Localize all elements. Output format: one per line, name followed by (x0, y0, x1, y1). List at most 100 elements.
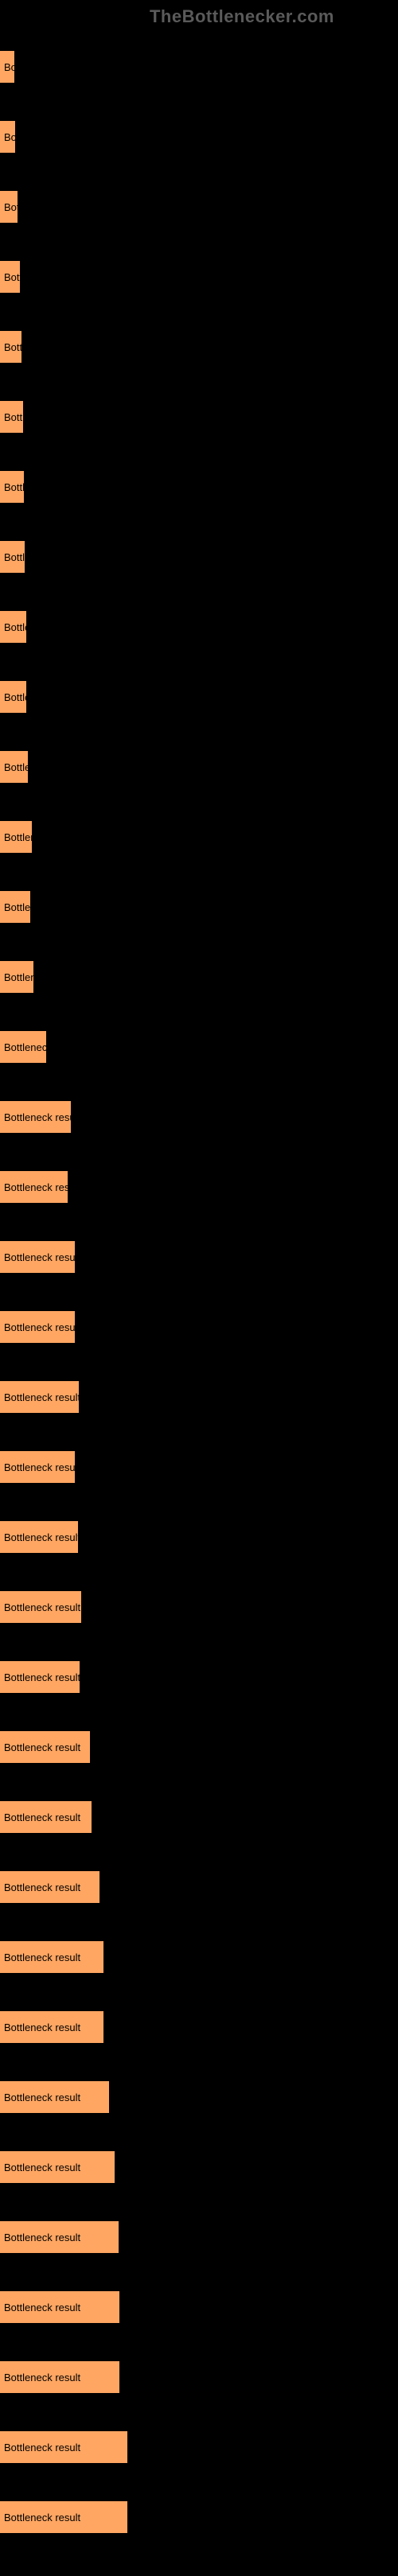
bar: Bottleneck result (0, 2151, 115, 2183)
bar-row: Bottleneck result (0, 662, 398, 732)
bar: Bottleneck result (0, 1031, 46, 1063)
bar-row: Bottleneck result (0, 1782, 398, 1852)
bar-label: Bottleneck result (4, 2092, 80, 2103)
bar: Bottleneck result (0, 1591, 81, 1623)
bar-row: Bottleneck result (0, 872, 398, 942)
bar: Bottleneck result (0, 1801, 92, 1833)
bar: Bottleneck result (0, 2361, 119, 2393)
bar-label: Bottleneck result (4, 2372, 80, 2383)
bar-label: Bottleneck result (4, 1111, 71, 1123)
bar: Bottleneck result (0, 1521, 78, 1553)
bar-row: Bottleneck result (0, 2062, 398, 2132)
bar: Bottleneck result (0, 681, 26, 713)
bar: Bottleneck result (0, 1731, 90, 1763)
bar-row: Bottleneck result (0, 1152, 398, 1222)
bar-row: Bottleneck result (0, 452, 398, 522)
bar-row: Bottleneck result (0, 522, 398, 592)
bar-label: Bottleneck result (4, 1251, 75, 1263)
bar: Bottleneck result (0, 1171, 68, 1203)
bar-label: Bottleneck result (4, 1881, 80, 1893)
bar-label: Bottleneck result (4, 201, 18, 213)
bar: Bottleneck result (0, 611, 26, 643)
bar-label: Bottleneck result (4, 2162, 80, 2173)
bar-row: Bottleneck result (0, 382, 398, 452)
bar-row: Bottleneck result (0, 2202, 398, 2272)
bar-label: Bottleneck result (4, 341, 21, 353)
bar-row: Bottleneck result (0, 942, 398, 1012)
bar: Bottleneck result (0, 2501, 127, 2533)
bar-row: Bottleneck result (0, 1502, 398, 1572)
bar-label: Bottleneck result (4, 551, 25, 563)
bar: Bottleneck result (0, 1311, 75, 1343)
bar-row: Bottleneck result (0, 802, 398, 872)
bar: Bottleneck result (0, 471, 24, 503)
bar-row: Bottleneck result (0, 1642, 398, 1712)
bar: Bottleneck result (0, 121, 15, 153)
bar-label: Bottleneck result (4, 1811, 80, 1823)
bar-row: Bottleneck result (0, 1852, 398, 1922)
bar-row: Bottleneck result (0, 172, 398, 242)
bar-row: Bottleneck result (0, 1012, 398, 1082)
bar: Bottleneck result (0, 891, 30, 923)
bar: Bottleneck result (0, 821, 32, 853)
bar-row: Bottleneck result (0, 2272, 398, 2342)
bar-label: Bottleneck result (4, 2512, 80, 2523)
bar-label: Bottleneck result (4, 901, 30, 913)
bar: Bottleneck result (0, 1451, 75, 1483)
bar-label: Bottleneck result (4, 1951, 80, 1963)
bar-row: Bottleneck result (0, 1362, 398, 1432)
bar-row: Bottleneck result (0, 2482, 398, 2552)
bar: Bottleneck result (0, 191, 18, 223)
bar-row: Bottleneck result (0, 732, 398, 802)
bar-label: Bottleneck result (4, 691, 26, 703)
bar: Bottleneck result (0, 1101, 71, 1133)
bar-label: Bottleneck result (4, 411, 23, 423)
bar-label: Bottleneck result (4, 131, 15, 143)
bar-label: Bottleneck result (4, 271, 20, 283)
bar-row: Bottleneck result (0, 242, 398, 312)
bar: Bottleneck result (0, 401, 23, 433)
bar: Bottleneck result (0, 1871, 100, 1903)
bar-row: Bottleneck result (0, 1082, 398, 1152)
bar-row: Bottleneck result (0, 592, 398, 662)
bar: Bottleneck result (0, 331, 21, 363)
bar-label: Bottleneck result (4, 2232, 80, 2243)
bar: Bottleneck result (0, 1941, 103, 1973)
bar-row: Bottleneck result (0, 1922, 398, 1992)
bar: Bottleneck result (0, 2291, 119, 2323)
bar: Bottleneck result (0, 51, 14, 83)
bar: Bottleneck result (0, 261, 20, 293)
bar-row: Bottleneck result (0, 312, 398, 382)
bar-label: Bottleneck result (4, 481, 24, 493)
bar-label: Bottleneck result (4, 1181, 68, 1193)
bar-label: Bottleneck result (4, 1321, 75, 1333)
bar-label: Bottleneck result (4, 2442, 80, 2453)
bar: Bottleneck result (0, 2221, 119, 2253)
bar: Bottleneck result (0, 2011, 103, 2043)
bar: Bottleneck result (0, 2431, 127, 2463)
bar-label: Bottleneck result (4, 1461, 75, 1473)
bar: Bottleneck result (0, 1381, 79, 1413)
bar-label: Bottleneck result (4, 2302, 80, 2313)
bar: Bottleneck result (0, 961, 33, 993)
bar: Bottleneck result (0, 1241, 75, 1273)
bar-row: Bottleneck result (0, 2342, 398, 2412)
bar-label: Bottleneck result (4, 831, 32, 843)
bar-row: Bottleneck result (0, 1432, 398, 1502)
bar: Bottleneck result (0, 1661, 80, 1693)
bar-row: Bottleneck result (0, 1992, 398, 2062)
bar-chart: Bottleneck result Bottleneck result Bottle… (0, 0, 398, 2576)
bar-label: Bottleneck result (4, 1041, 46, 1053)
bar-row: Bottleneck result (0, 1292, 398, 1362)
bar-row: Bottleneck result (0, 2412, 398, 2482)
bar-label: Bottleneck result (4, 621, 26, 633)
watermark-text: TheBottlenecker.com (150, 6, 334, 27)
bar-label: Bottleneck result (4, 1391, 79, 1403)
bar-row: Bottleneck result (0, 1222, 398, 1292)
bar-row: Bottleneck result (0, 2132, 398, 2202)
bar-label: Bottleneck result (4, 1601, 80, 1613)
bar-row: Bottleneck result (0, 102, 398, 172)
bar-label: Bottleneck result (4, 1741, 80, 1753)
bar-label: Bottleneck result (4, 1531, 78, 1543)
bar: Bottleneck result (0, 2081, 109, 2113)
